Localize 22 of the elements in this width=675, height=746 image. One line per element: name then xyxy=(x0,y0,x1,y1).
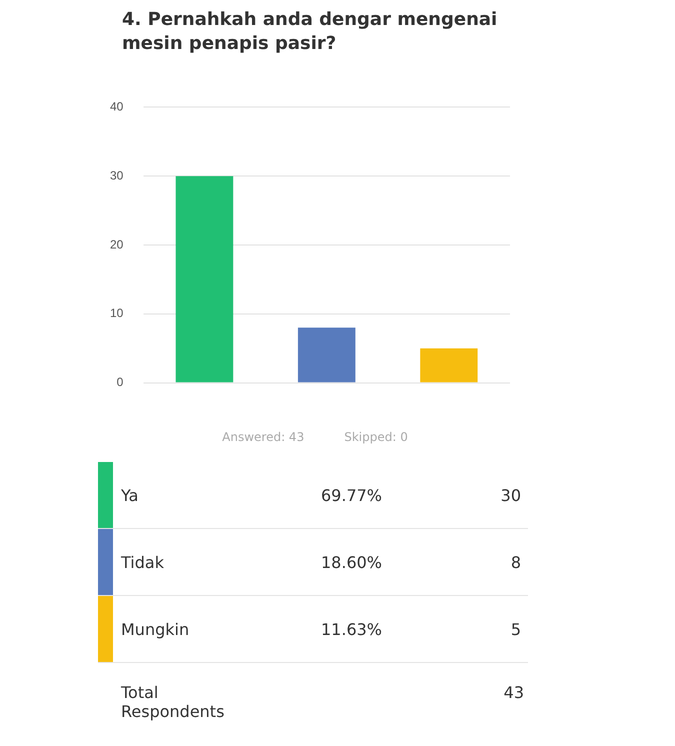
y-tick-label: 30 xyxy=(110,168,124,182)
text: Ya xyxy=(120,486,140,504)
bar xyxy=(176,176,234,382)
bar xyxy=(420,348,478,382)
text: Tidak xyxy=(120,552,165,572)
text: 30 xyxy=(500,486,521,504)
text: Mungkin xyxy=(120,620,190,638)
bar xyxy=(298,328,356,382)
y-tick-label: 10 xyxy=(110,306,124,320)
text: 5 xyxy=(510,620,521,638)
y-tick-label: 0 xyxy=(116,375,124,390)
text: 18.60% xyxy=(321,552,384,572)
chart-title: 4. Pernahkah anda dengar mengenai mesin penapis pasir? xyxy=(122,8,498,56)
y-tick-label: 20 xyxy=(110,237,124,252)
text: Answered: 43 xyxy=(222,430,304,444)
y-tick-label: 40 xyxy=(110,100,124,114)
text: Skipped: 0 xyxy=(344,430,408,444)
text: 11.63% xyxy=(321,620,384,638)
text: 69.77% xyxy=(321,486,384,504)
text: 8 xyxy=(510,552,521,572)
text: Total Respondents xyxy=(120,683,226,721)
text: 43 xyxy=(502,683,524,704)
